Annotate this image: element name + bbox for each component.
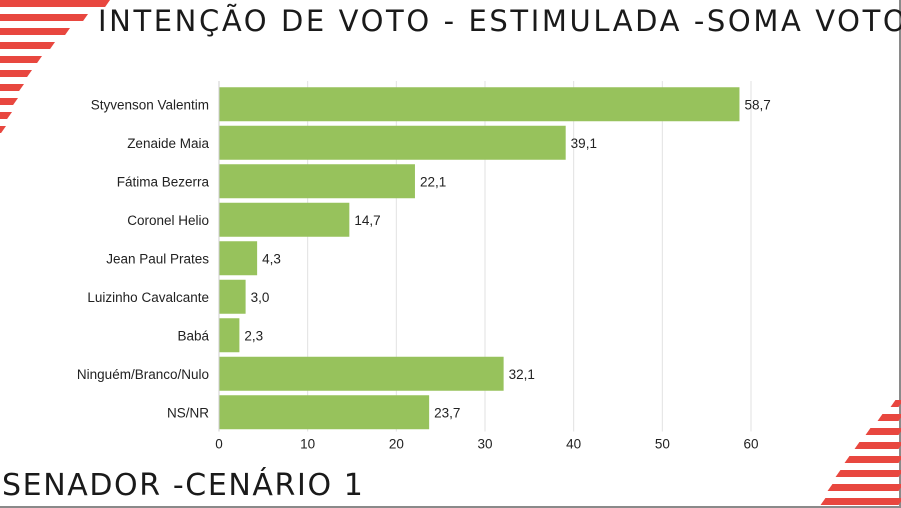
data-label: 39,1 (571, 136, 597, 151)
bar (219, 241, 258, 276)
category-label: Coronel Helio (127, 213, 209, 228)
x-tick-label: 10 (300, 437, 315, 452)
x-tick-label: 50 (655, 437, 670, 452)
bar (219, 356, 504, 391)
category-label: NS/NR (167, 405, 209, 420)
x-tick-label: 0 (215, 437, 223, 452)
x-tick-label: 60 (743, 437, 758, 452)
bar (219, 202, 350, 237)
category-label: Babá (177, 328, 209, 343)
x-tick-label: 20 (389, 437, 404, 452)
category-label: Styvenson Valentim (91, 97, 209, 112)
data-label: 23,7 (434, 405, 460, 420)
data-label: 32,1 (509, 367, 535, 382)
x-tick-label: 40 (566, 437, 581, 452)
category-label: Ninguém/Branco/Nulo (77, 367, 209, 382)
data-label: 22,1 (420, 174, 446, 189)
category-label: Zenaide Maia (127, 136, 209, 151)
x-tick-label: 30 (477, 437, 492, 452)
data-label: 4,3 (262, 251, 281, 266)
bar (219, 164, 415, 199)
data-label: 58,7 (744, 97, 770, 112)
bar (219, 279, 246, 314)
bar (219, 125, 566, 160)
category-label: Jean Paul Prates (106, 251, 209, 266)
chart-title: INTENÇÃO DE VOTO - ESTIMULADA -SOMA VOTO… (98, 4, 901, 38)
category-label: Fátima Bezerra (117, 174, 210, 189)
bar (219, 395, 430, 430)
category-label: Luizinho Cavalcante (87, 290, 209, 305)
slide-subtitle: SENADOR -CENÁRIO 1 (2, 468, 365, 503)
data-label: 3,0 (251, 290, 270, 305)
bar (219, 87, 740, 122)
data-label: 2,3 (244, 328, 263, 343)
bar (219, 318, 240, 353)
data-label: 14,7 (354, 213, 380, 228)
